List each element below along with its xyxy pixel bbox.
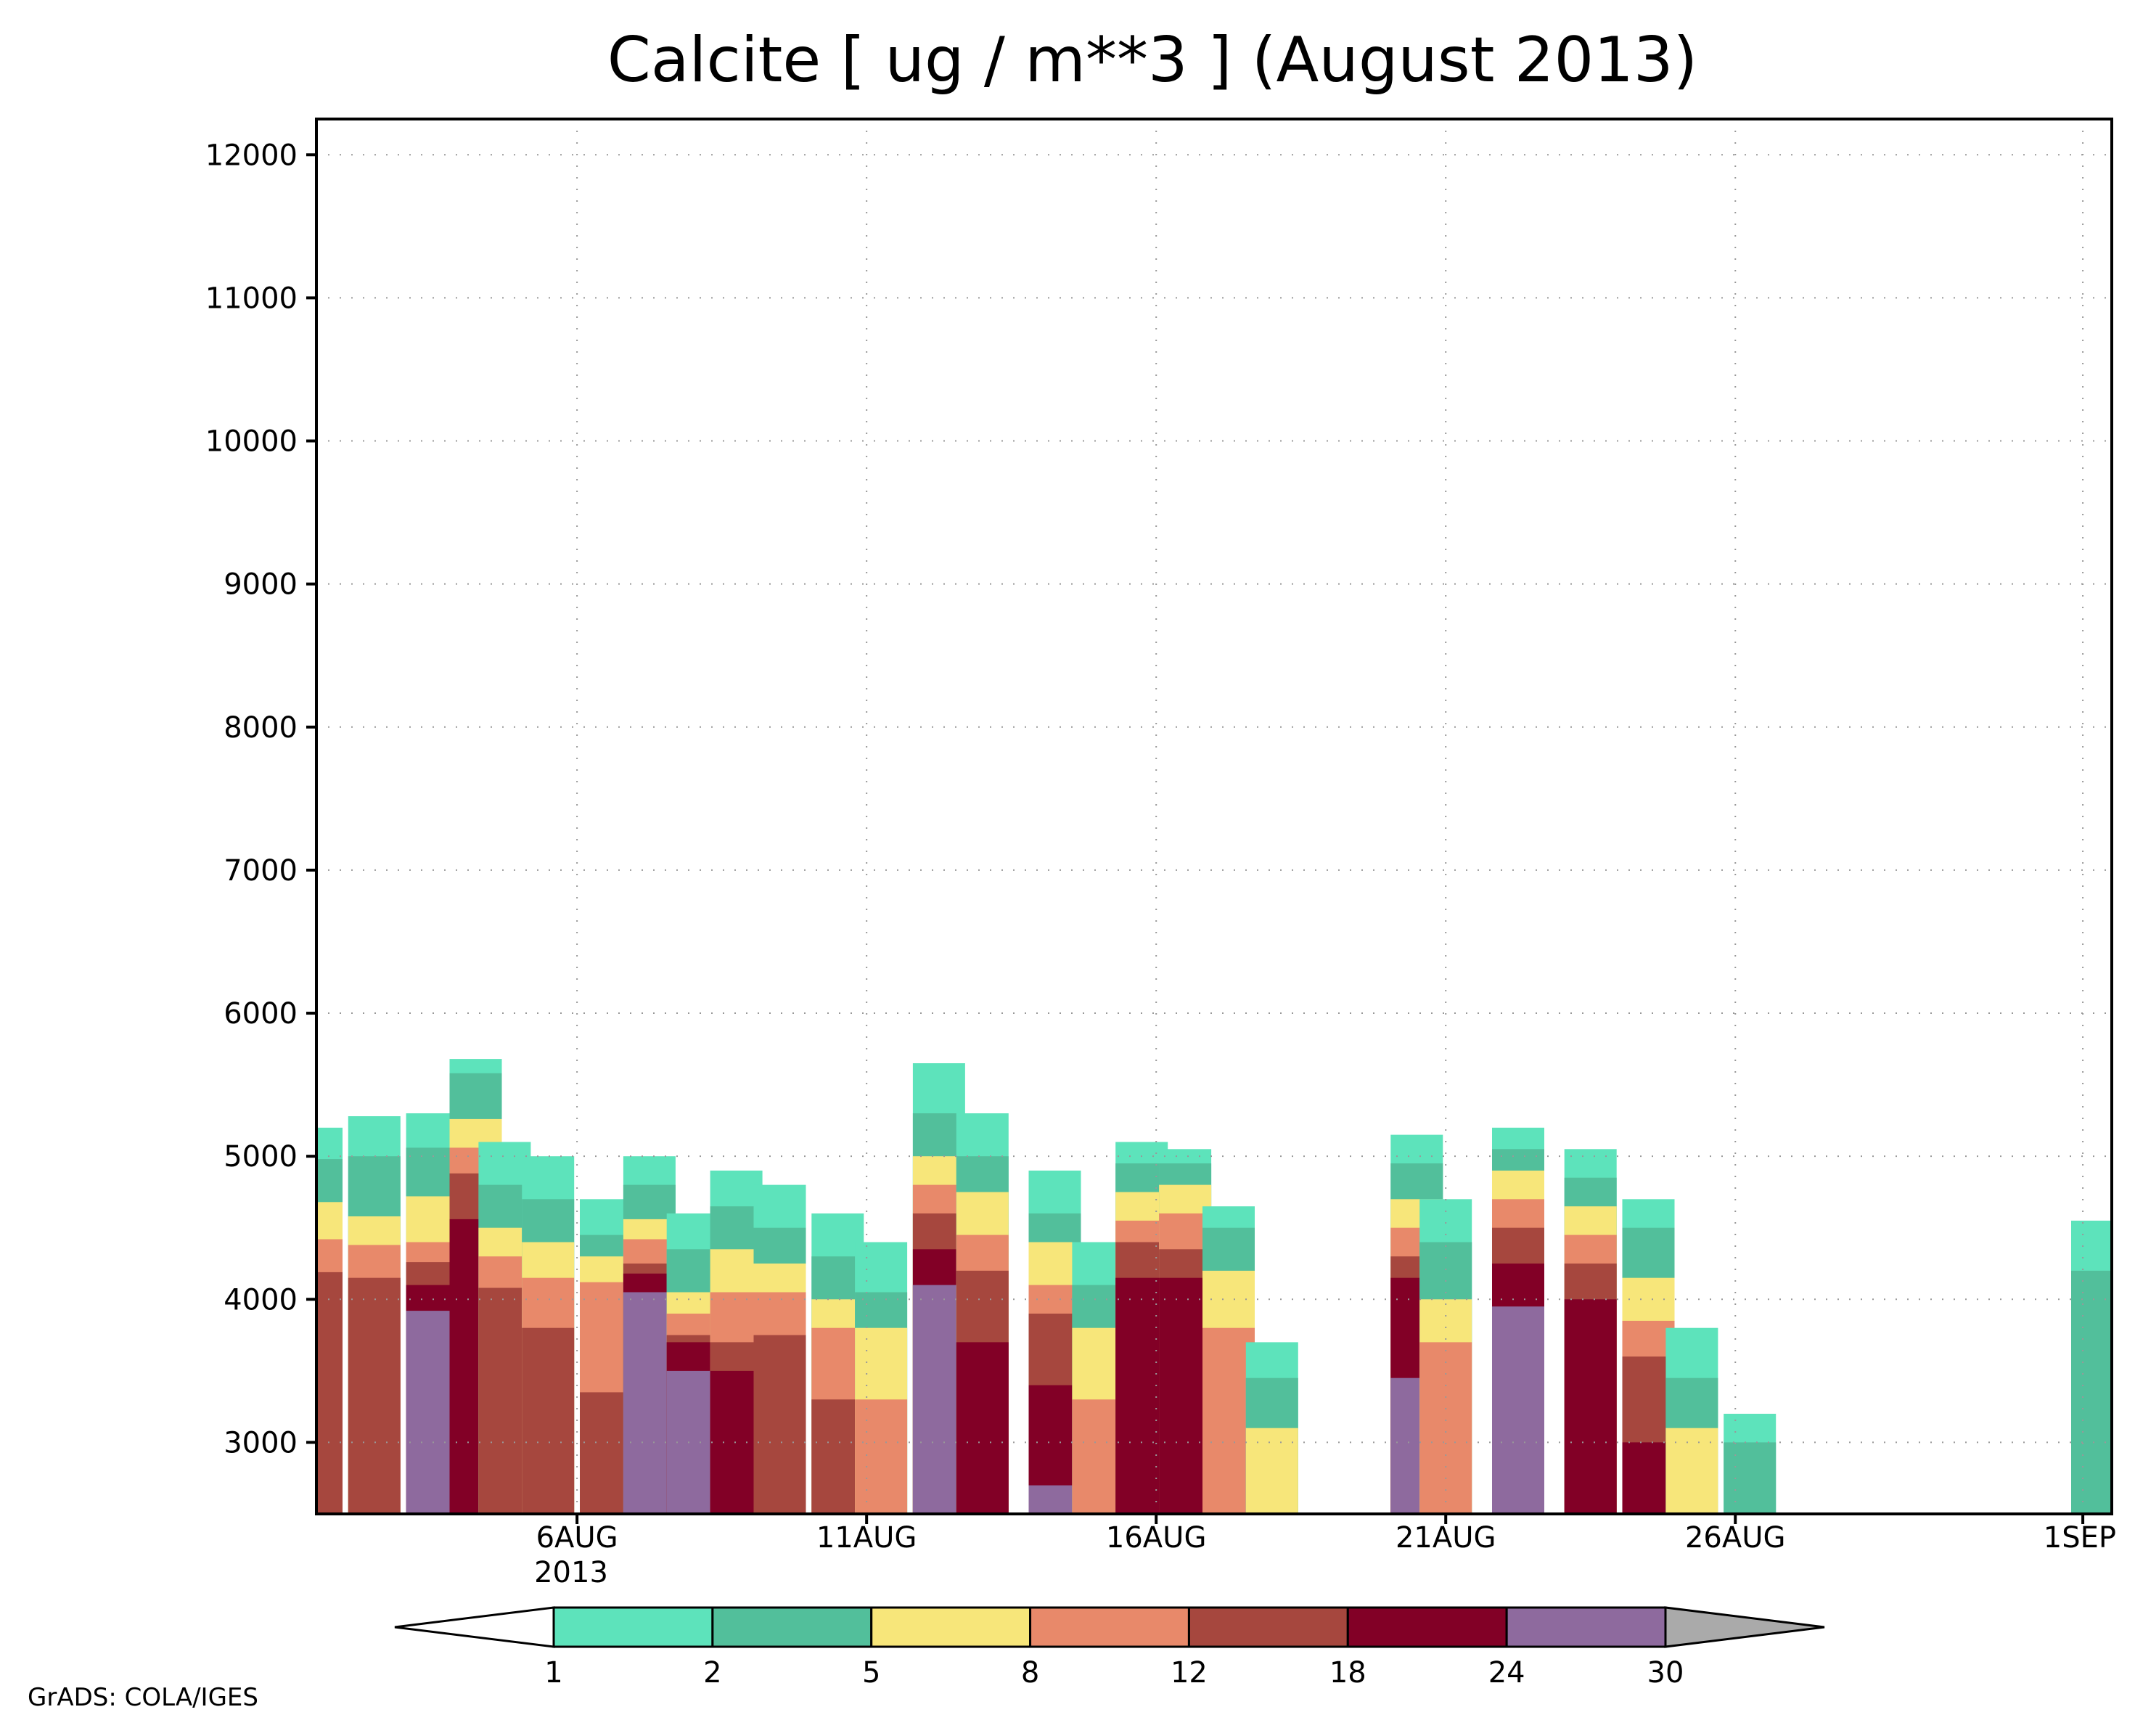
colorbar-tick-label: 18 [1329, 1656, 1366, 1690]
chart-title: Calcite [ ug / m**3 ] (August 2013) [607, 24, 1697, 97]
colorbar-tick-label: 8 [1021, 1656, 1039, 1690]
colorbar-tick-label: 30 [1647, 1656, 1684, 1690]
colorbar-swatch [552, 1606, 714, 1648]
y-tick-label: 4000 [224, 1283, 298, 1317]
colorbar-over-triangle [1664, 1606, 1825, 1648]
contour-cell-5-4 [522, 1327, 575, 1514]
x-tick-label: 16AUG [1106, 1521, 1207, 1555]
colorbar-under-triangle [394, 1606, 555, 1648]
colorbar-swatch [1187, 1606, 1349, 1648]
colorbar-swatch [1505, 1606, 1667, 1648]
y-tick-label: 12000 [205, 139, 298, 172]
contour-cell-12-3 [855, 1399, 908, 1514]
contour-cell-22-3 [1419, 1342, 1472, 1514]
y-tick-label: 11000 [205, 282, 298, 315]
y-tick-label: 8000 [224, 711, 298, 745]
grads-credit: GrADS: COLA/IGES [28, 1683, 258, 1712]
contour-cell-24-5 [1564, 1299, 1617, 1514]
colorbar-tick-label: 1 [544, 1656, 562, 1690]
contour-cell-27-1 [1724, 1442, 1777, 1514]
x-tick-label: 6AUG [536, 1521, 618, 1555]
contour-cell-28-1 [2071, 1270, 2112, 1514]
y-tick-label: 7000 [224, 854, 298, 888]
contour-fill-layer [316, 1059, 2112, 1514]
colorbar-swatch [1346, 1606, 1508, 1648]
contour-cell-23-6 [1492, 1306, 1544, 1514]
colorbar-tick-label: 24 [1488, 1656, 1525, 1690]
y-tick-label: 6000 [224, 997, 298, 1031]
y-tick-label: 9000 [224, 568, 298, 602]
contour-cell-26-2 [1665, 1428, 1718, 1514]
y-tick-label: 5000 [224, 1140, 298, 1174]
colorbar-tick-label: 12 [1171, 1656, 1208, 1690]
x-tick-label: 11AUG [816, 1521, 917, 1555]
contour-cell-20-2 [1245, 1428, 1298, 1514]
colorbar-swatch [711, 1606, 873, 1648]
colorbar: 1 2 5 8 12 18 24 30 [394, 1606, 1825, 1690]
colorbar-tick-label: 5 [862, 1656, 880, 1690]
colorbar-swatch [870, 1606, 1032, 1648]
y-tick-label: 10000 [205, 425, 298, 459]
x-axis-year-label: 2013 [534, 1556, 608, 1589]
contour-cell-14-5 [956, 1342, 1009, 1514]
x-tick-label: 26AUG [1685, 1521, 1786, 1555]
plot-frame [315, 118, 2113, 1515]
y-tick-label: 3000 [224, 1426, 298, 1459]
axes: 3000 4000 5000 6000 7000 8000 9000 10000 11000 12… [205, 139, 2116, 1555]
gridlines [316, 119, 2112, 1514]
x-tick-label: 1SEP [2044, 1521, 2116, 1555]
colorbar-tick-label: 2 [703, 1656, 721, 1690]
contour-cell-1-4 [348, 1277, 401, 1514]
x-tick-label: 21AUG [1396, 1521, 1496, 1555]
contour-cell-10-4 [753, 1335, 806, 1514]
contour-cell-0-4 [316, 1272, 343, 1514]
colorbar-swatch [1029, 1606, 1190, 1648]
